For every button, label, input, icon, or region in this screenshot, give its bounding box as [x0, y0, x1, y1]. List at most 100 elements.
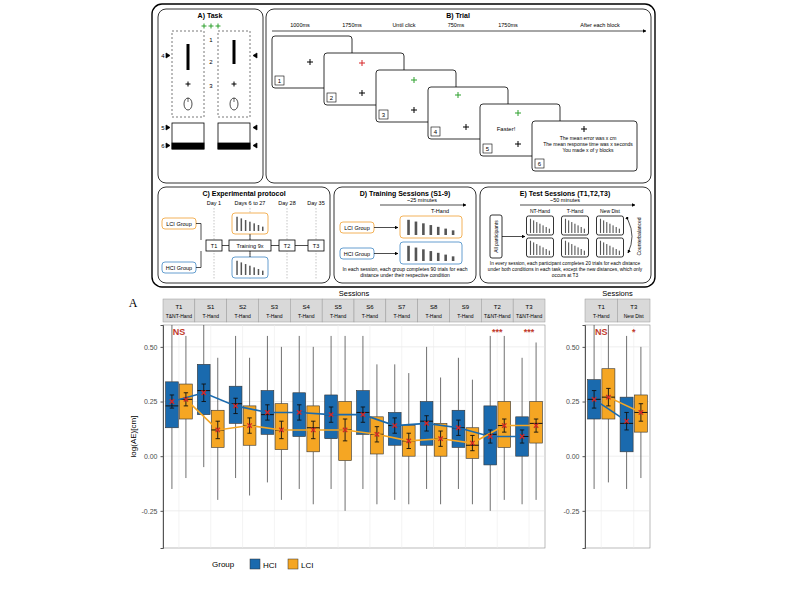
- target-bar: [187, 44, 190, 70]
- significance: *: [632, 327, 636, 337]
- whisker: [440, 377, 441, 423]
- connector: [374, 227, 398, 228]
- group-box: [340, 222, 374, 233]
- whisker: [376, 364, 377, 416]
- mouse-icon: [230, 98, 238, 110]
- icon-bar: [543, 225, 544, 233]
- tick-label: -0.25: [564, 508, 580, 515]
- mouse-icon: [188, 98, 189, 102]
- tick: 0.25: [144, 398, 163, 405]
- panel-frame: [158, 9, 263, 183]
- order-label: Counterbalanced: [636, 217, 642, 255]
- whisker: [458, 447, 459, 489]
- strip: [585, 299, 618, 322]
- whisker: [608, 325, 609, 369]
- whisker: [426, 347, 427, 402]
- participants-box: [490, 215, 502, 258]
- grid-line: [178, 325, 179, 548]
- significance: NS: [595, 327, 608, 337]
- legend-label: HCI: [263, 561, 277, 570]
- strip: [322, 299, 354, 322]
- session-label: Training 9x: [236, 243, 263, 249]
- strip: [259, 299, 291, 322]
- grid-line: [585, 346, 650, 347]
- fixation-cross: [202, 24, 207, 29]
- tick: 0.00: [144, 453, 163, 460]
- note-line: under both conditions in each task, exce…: [488, 267, 643, 272]
- whisker: [267, 434, 268, 482]
- mean-marker: [393, 423, 397, 427]
- fixation-cross: [216, 24, 221, 29]
- icon-bar: [241, 262, 243, 275]
- icon-bar: [549, 251, 550, 255]
- mean-marker: [297, 410, 301, 414]
- icon-bar: [530, 219, 531, 233]
- training-box: [400, 242, 462, 264]
- duration-arrow: [520, 205, 635, 206]
- timing-label: 750ms: [448, 22, 465, 28]
- error-bar: [624, 412, 628, 429]
- fixation-cross: [359, 90, 365, 96]
- icon-bar: [452, 230, 455, 235]
- grid-line: [163, 510, 545, 511]
- note-line: In every session, each participant compl…: [490, 261, 641, 266]
- error-bar: [502, 419, 506, 432]
- whisker: [504, 447, 505, 499]
- whisker: [472, 380, 473, 428]
- fixation-cross: [455, 92, 461, 98]
- mean-marker: [407, 439, 411, 443]
- whisker: [185, 419, 186, 478]
- task-number: 4: [161, 53, 165, 59]
- tick-mark: [583, 456, 586, 457]
- facet-title: Sessions: [602, 289, 633, 298]
- task-number: 6: [161, 143, 165, 149]
- icon-bar: [606, 244, 607, 255]
- session-label: T2: [284, 243, 290, 249]
- strip-label: T-Hand: [203, 313, 220, 319]
- whisker: [313, 347, 314, 406]
- screen-number-box: [327, 93, 336, 102]
- whisker: [608, 419, 609, 482]
- whisker: [203, 325, 204, 364]
- strip: [386, 299, 418, 322]
- error-bar: [343, 419, 347, 441]
- icon-bar: [249, 222, 251, 231]
- grid-line: [633, 325, 634, 548]
- whisker: [331, 336, 332, 395]
- panel-frame: [266, 9, 651, 183]
- pointer: [253, 143, 257, 148]
- grid-line: [585, 510, 650, 511]
- error-bar: [534, 419, 538, 432]
- day-label: Day 28: [278, 200, 295, 206]
- tick: -0.25: [142, 508, 163, 515]
- mean-marker: [329, 412, 333, 416]
- tick-mark: [583, 511, 586, 512]
- error-bar: [375, 427, 379, 442]
- screen-base: [172, 123, 204, 149]
- task-number: 2: [209, 59, 213, 65]
- icon-bar: [616, 227, 617, 233]
- condition-label: NT-Hand: [530, 208, 550, 214]
- icon-bar: [262, 271, 264, 275]
- box: [180, 384, 193, 419]
- mean-marker: [265, 410, 269, 414]
- group-label: HCI Group: [166, 265, 192, 271]
- whisker: [440, 456, 441, 504]
- strip-label: S4: [303, 304, 311, 310]
- whisker: [376, 454, 377, 504]
- training-box: [400, 216, 462, 238]
- whisker: [345, 461, 346, 511]
- mean-marker: [456, 426, 460, 430]
- error-bar: [488, 430, 492, 443]
- mean-marker: [639, 410, 643, 414]
- icon-bar: [533, 220, 534, 233]
- legend-swatch: [250, 559, 260, 569]
- mean-marker: [470, 441, 474, 445]
- error-bar: [233, 398, 237, 413]
- task-box: [562, 216, 589, 235]
- note: In every session, each participant compl…: [488, 261, 643, 278]
- significance: NS: [173, 327, 186, 337]
- icon-bar: [600, 219, 601, 233]
- timeline: [272, 31, 646, 32]
- strip: [227, 299, 259, 322]
